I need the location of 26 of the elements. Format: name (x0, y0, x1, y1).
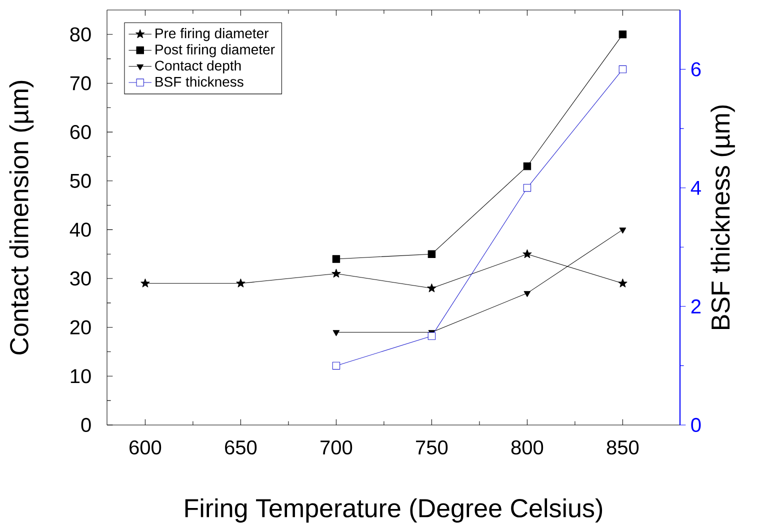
x-tick-label: 650 (225, 440, 257, 455)
x-tick-label: 850 (606, 440, 639, 455)
y2-axis-title: BSF thickness (µm) (710, 105, 735, 330)
x-tick-label: 800 (511, 440, 544, 455)
y-axis-title: Contact dimension (µm) (9, 80, 34, 354)
y-tick-label: 40 (70, 222, 91, 237)
y2-tick-label: 2 (691, 299, 701, 314)
y-tick-label: 30 (70, 271, 91, 286)
x-axis-title: Firing Temperature (Degree Celsius) (185, 498, 602, 523)
y-tick-label: 50 (70, 174, 91, 188)
x-tick-label: 750 (416, 440, 448, 455)
y-tick-label: 70 (70, 76, 91, 90)
x-tick-label: 700 (320, 440, 352, 455)
y-tick-label: 0 (81, 418, 91, 432)
legend-label: Pre firing diameter (156, 28, 269, 42)
y2-tick-label: 6 (691, 62, 701, 76)
x-tick-label: 600 (130, 440, 162, 455)
y-tick-label: 10 (70, 369, 91, 384)
y2-tick-label: 4 (690, 180, 701, 195)
y-tick-label: 20 (70, 320, 91, 334)
y-tick-label: 60 (70, 124, 91, 140)
y2-tick-label: 0 (691, 418, 701, 432)
legend-label: Post firing diameter (156, 44, 275, 58)
legend-label: Contact depth (155, 60, 241, 74)
legend-label: BSF thickness (156, 76, 244, 87)
y-tick-label: 80 (70, 27, 91, 42)
